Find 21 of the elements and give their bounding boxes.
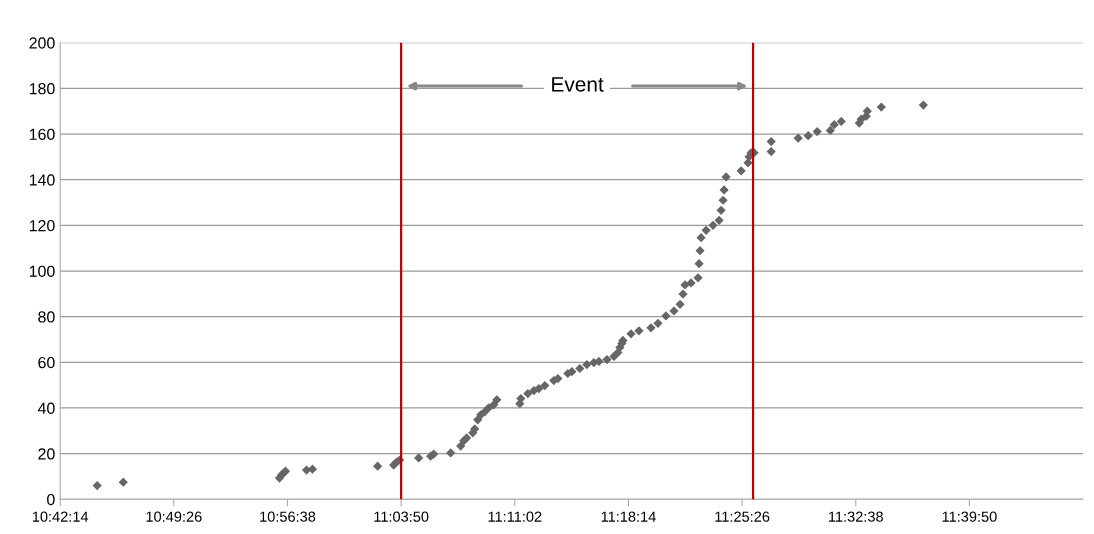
x-tick-label: 11:32:38 [829,511,883,522]
y-tick-label: 0 [47,493,55,506]
x-tick-label: 10:56:38 [260,511,316,522]
x-tick-label: 11:18:14 [601,511,656,522]
annotation: Event [552,77,604,92]
y-tick-label: 120 [29,219,55,232]
y-tick-label: 160 [29,128,55,140]
y-tick-label: 60 [38,356,55,369]
x-tick-label: 11:25:26 [715,511,770,522]
y-tick-label: 200 [29,37,55,49]
x-tick-label: 11:03:50 [374,511,429,522]
x-tick-label: 10:49:26 [146,511,202,522]
y-tick-label: 100 [29,265,55,277]
y-tick-label: 40 [37,402,55,414]
y-tick-label: 80 [38,311,55,323]
y-tick-label: 20 [38,448,55,460]
x-tick-label: 10:42:14 [32,511,89,522]
y-tick-label: 180 [29,83,55,95]
x-tick-label: 11:11:02 [488,511,542,522]
y-tick-label: 140 [29,174,55,186]
x-tick-label: 11:39:50 [942,511,997,522]
